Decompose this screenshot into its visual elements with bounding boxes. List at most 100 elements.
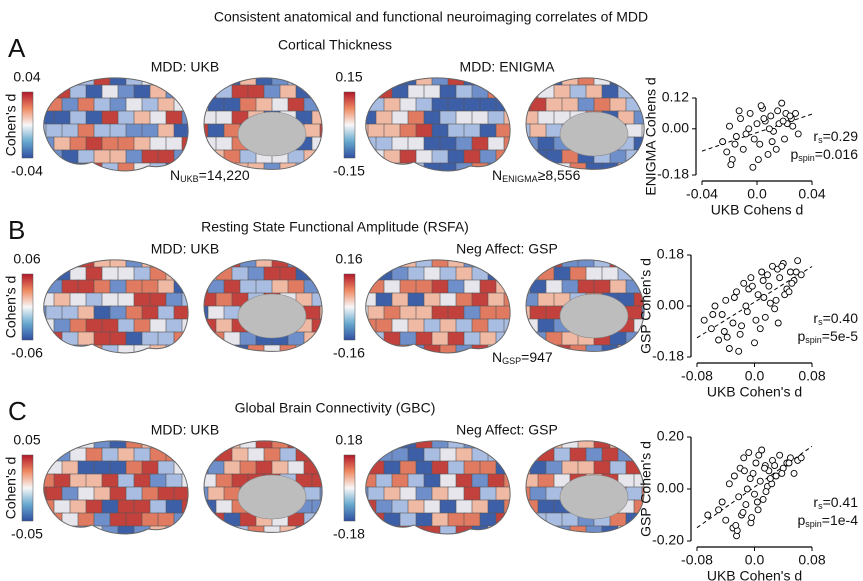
y-axis-label: GSP Cohen's d: [638, 441, 654, 537]
parcel: [142, 124, 159, 138]
point: [741, 468, 747, 474]
parcel: [54, 526, 71, 540]
point: [782, 136, 788, 142]
point: [726, 481, 732, 487]
parcel: [200, 137, 217, 151]
parcel: [182, 85, 199, 99]
parcel: [150, 111, 167, 125]
point: [741, 455, 747, 461]
parcel: [62, 280, 79, 294]
parcel: [46, 124, 63, 138]
parcel: [288, 98, 305, 112]
parcel: [304, 72, 321, 86]
parcel: [448, 461, 465, 475]
parcel: [94, 487, 111, 501]
parcel: [240, 461, 257, 475]
parcel: [448, 124, 465, 138]
point: [779, 470, 785, 476]
parcel: [376, 474, 393, 488]
parcel: [264, 85, 281, 99]
point: [754, 121, 760, 127]
parcel: [440, 448, 457, 462]
parcel: [272, 280, 289, 294]
parcel: [256, 280, 273, 294]
parcel: [208, 98, 225, 112]
value: =0.41: [823, 494, 859, 510]
point: [757, 141, 763, 147]
parcel: [166, 345, 183, 359]
parcel: [416, 98, 433, 112]
y-tick-label: -0.18: [652, 348, 684, 364]
parcel: [376, 319, 393, 333]
parcel: [626, 72, 643, 86]
parcel: [570, 345, 587, 359]
parcel: [416, 150, 433, 164]
parcel: [54, 163, 71, 177]
parcel: [610, 280, 627, 294]
point: [733, 522, 739, 528]
parcel: [432, 513, 449, 527]
parcel: [594, 280, 611, 294]
point: [766, 283, 772, 289]
point: [786, 460, 792, 466]
parcel: [384, 513, 401, 527]
parcel: [618, 163, 635, 177]
parcel: [216, 85, 233, 99]
parcel: [472, 293, 489, 307]
parcel: [618, 345, 635, 359]
parcel: [86, 500, 103, 514]
parcel: [200, 526, 217, 540]
parcel: [488, 474, 505, 488]
parcel: [456, 448, 473, 462]
parcel: [368, 435, 385, 449]
point: [731, 473, 737, 479]
parcel: [554, 85, 571, 99]
point: [744, 309, 750, 315]
parcel: [62, 124, 79, 138]
point: [772, 463, 778, 469]
point: [749, 515, 755, 521]
parcel: [514, 513, 531, 527]
parcel: [440, 267, 457, 281]
parcel: [416, 124, 433, 138]
parcel: [38, 267, 55, 281]
x-tick-label: 0.0: [745, 552, 765, 568]
parcel: [134, 137, 151, 151]
parcel: [54, 111, 71, 125]
parcel: [400, 306, 417, 320]
x-tick-label: -0.08: [681, 552, 713, 568]
parcel: [70, 474, 87, 488]
point: [768, 113, 774, 119]
parcel: [538, 85, 555, 99]
brain-lateral: [30, 72, 199, 177]
parcel: [304, 306, 321, 320]
stat-label: NGSP=947: [492, 349, 553, 367]
point: [757, 478, 763, 484]
parcel: [62, 150, 79, 164]
parcel: [70, 111, 87, 125]
point: [775, 108, 781, 114]
parcel: [102, 111, 119, 125]
parcel: [522, 293, 539, 307]
point: [763, 489, 769, 495]
parcel: [272, 98, 289, 112]
parcel: [408, 267, 425, 281]
parcel: [400, 98, 417, 112]
parcel: [392, 111, 409, 125]
parcel: [208, 124, 225, 138]
parcel: [54, 293, 71, 307]
parcel: [424, 85, 441, 99]
parcel: [150, 474, 167, 488]
parcel: [666, 448, 683, 462]
parcel: [150, 319, 167, 333]
point: [746, 126, 752, 132]
parcel: [586, 85, 603, 99]
parcel: [368, 72, 385, 86]
parcel: [264, 267, 281, 281]
parcel: [134, 85, 151, 99]
colorbar-label: Cohen's d: [3, 457, 19, 520]
parcel: [514, 124, 531, 138]
stat-label: pspin=1e-4: [797, 512, 858, 530]
parcel: [384, 306, 401, 320]
parcel: [424, 448, 441, 462]
